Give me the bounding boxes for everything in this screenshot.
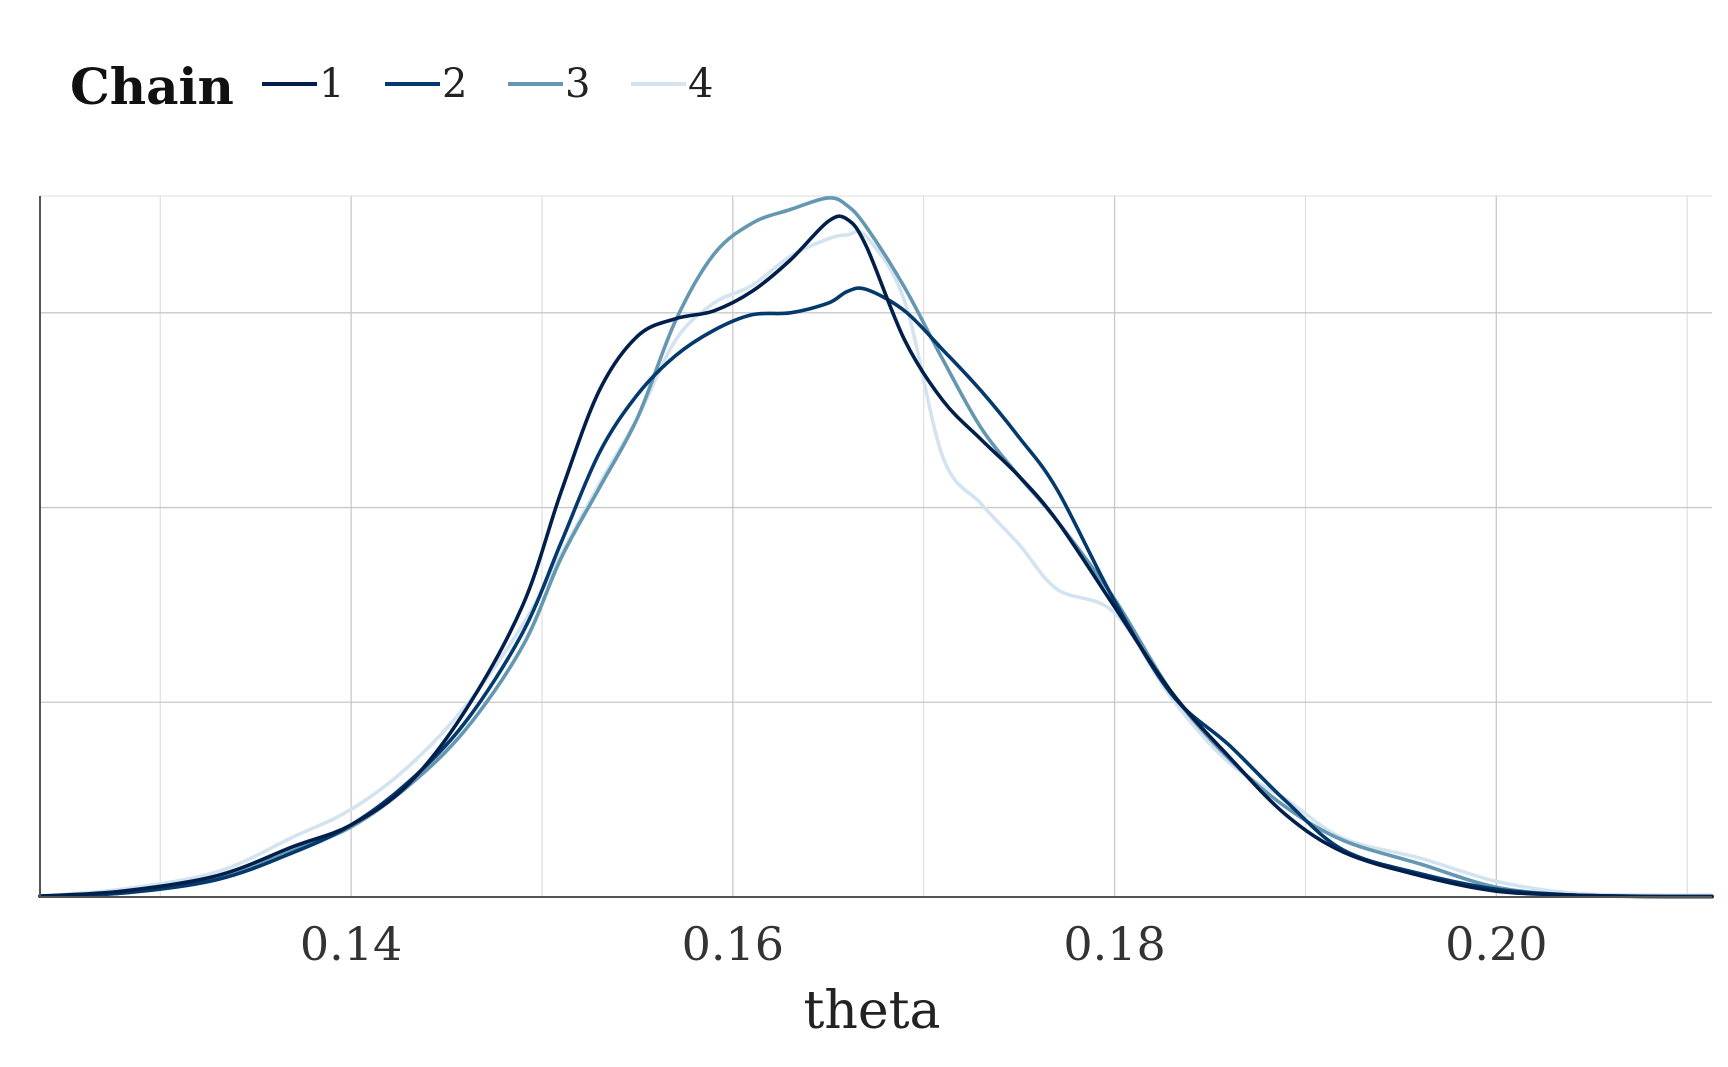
density-series — [38, 196, 1714, 899]
series-line-chain-4 — [38, 229, 1714, 898]
x-axis-ticks: 0.14 0.16 0.18 0.20 — [300, 917, 1548, 971]
series-line-chain-1 — [38, 214, 1714, 899]
legend-label-chain-3: 3 — [565, 61, 590, 107]
x-axis-title: theta — [803, 981, 940, 1041]
minor-gridlines — [159, 196, 1688, 897]
legend-items: 1 2 3 4 — [262, 61, 713, 107]
x-tick-label: 0.16 — [682, 917, 784, 971]
series-line-chain-2 — [38, 286, 1714, 899]
legend-label-chain-1: 1 — [319, 61, 344, 107]
legend-label-chain-4: 4 — [688, 61, 713, 107]
legend-title: Chain — [70, 57, 234, 116]
x-tick-label: 0.18 — [1063, 917, 1165, 971]
x-tick-label: 0.14 — [300, 917, 402, 971]
x-tick-label: 0.20 — [1445, 917, 1547, 971]
major-gridlines — [40, 195, 1712, 898]
legend-label-chain-2: 2 — [442, 61, 467, 107]
series-line-chain-3 — [38, 196, 1714, 899]
plot-area — [38, 195, 1714, 899]
legend: Chain 1 2 3 4 — [70, 57, 713, 116]
